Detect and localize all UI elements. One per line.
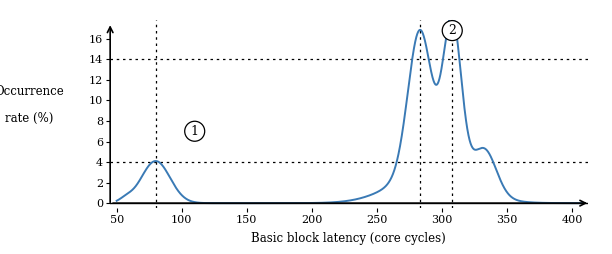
Text: 1: 1 — [191, 125, 199, 138]
Text: rate (%): rate (%) — [5, 112, 53, 124]
Text: Occurrence: Occurrence — [0, 85, 64, 98]
X-axis label: Basic block latency (core cycles): Basic block latency (core cycles) — [252, 232, 446, 245]
Text: 2: 2 — [449, 24, 456, 37]
